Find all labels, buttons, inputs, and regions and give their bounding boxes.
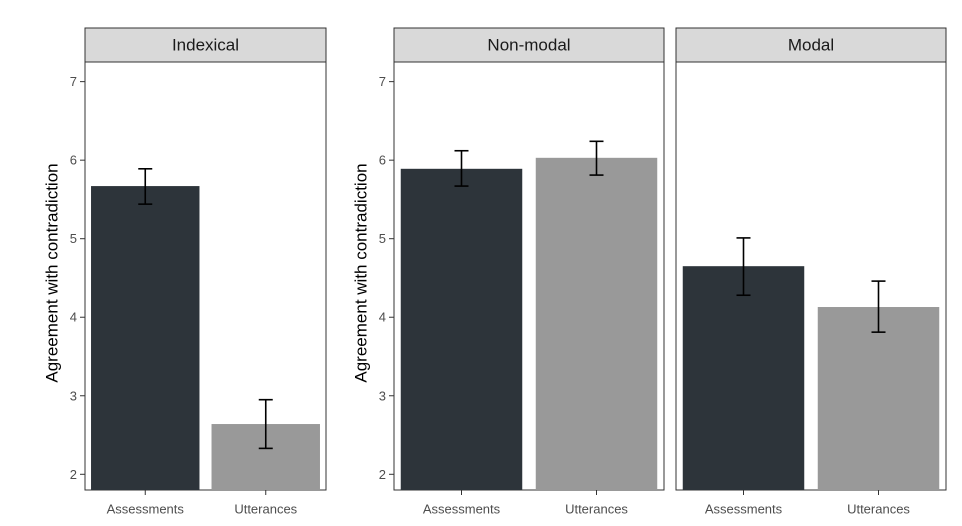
y-tick-label: 3: [70, 388, 77, 403]
error-bar: [454, 149, 469, 187]
y-tick-label: 3: [379, 388, 386, 403]
y-axis-ticks: 2 3 4 5 6 7: [70, 74, 85, 482]
y-axis-title: Agreement with contradiction: [43, 163, 62, 382]
error-bar: [736, 237, 751, 297]
bar-utterances: [535, 157, 658, 490]
x-tick-label: Utterances: [565, 502, 628, 517]
panel-title: Modal: [788, 36, 834, 55]
y-tick-label: 4: [379, 310, 386, 325]
bar-assessments: [91, 186, 200, 490]
x-axis-ticks: Assessments Utterances: [705, 490, 910, 517]
panel-title: Indexical: [172, 36, 239, 55]
panel-indexical: Agreement with contradiction Indexical 2…: [43, 27, 327, 517]
panel-non-modal: Agreement with contradiction Non-modal 2…: [352, 27, 665, 517]
x-tick-label: Assessments: [107, 502, 185, 517]
strip-background: [84, 27, 327, 63]
y-tick-label: 6: [379, 153, 386, 168]
bars: [400, 140, 658, 491]
error-bar: [589, 140, 604, 176]
error-bar: [258, 398, 273, 450]
y-axis-title: Agreement with contradiction: [352, 163, 371, 382]
x-tick-label: Assessments: [705, 502, 783, 517]
y-tick-label: 5: [379, 231, 386, 246]
error-bar: [138, 168, 153, 205]
bars: [682, 237, 940, 490]
bar-assessments: [682, 266, 805, 490]
bars: [91, 168, 320, 490]
y-tick-label: 7: [379, 74, 386, 89]
x-axis-ticks: Assessments Utterances: [107, 490, 298, 517]
error-bar: [871, 280, 886, 333]
panel-title: Non-modal: [487, 36, 570, 55]
bar-assessments: [400, 168, 523, 491]
y-tick-label: 4: [70, 310, 77, 325]
y-axis-ticks: 2 3 4 5 6 7: [379, 74, 394, 482]
x-tick-label: Utterances: [234, 502, 297, 517]
x-tick-label: Assessments: [423, 502, 501, 517]
y-tick-label: 2: [379, 467, 386, 482]
strip-background: [393, 27, 665, 63]
y-tick-label: 7: [70, 74, 77, 89]
panel-modal: Modal Assessments Utterances: [675, 27, 947, 517]
x-axis-ticks: Assessments Utterances: [423, 490, 628, 517]
y-tick-label: 2: [70, 467, 77, 482]
y-tick-label: 6: [70, 153, 77, 168]
x-tick-label: Utterances: [847, 502, 910, 517]
y-tick-label: 5: [70, 231, 77, 246]
bar-utterances: [817, 307, 940, 490]
strip-background: [675, 27, 947, 63]
